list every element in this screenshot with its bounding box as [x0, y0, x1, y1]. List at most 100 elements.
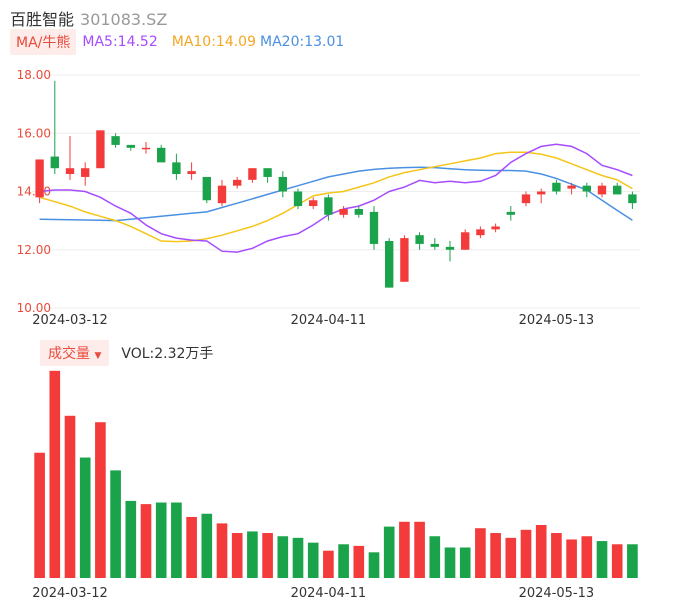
- price-tick-label: 10.00: [17, 301, 51, 315]
- candle-body: [35, 159, 44, 198]
- candle-body: [141, 147, 151, 150]
- ma5-line: [39, 143, 633, 253]
- volume-bar: [201, 513, 213, 578]
- volume-bar: [307, 542, 319, 578]
- date-tick-label: 2024-04-11: [291, 586, 367, 601]
- volume-bar: [34, 452, 45, 578]
- candle-body: [50, 156, 59, 169]
- stock-header: 百胜智能 301083.SZ: [10, 6, 167, 30]
- volume-bar: [505, 537, 517, 578]
- volume-bar: [414, 521, 425, 578]
- candle-body: [293, 191, 303, 207]
- volume-bar: [79, 457, 91, 578]
- volume-bar: [596, 541, 608, 578]
- candle-body: [96, 130, 105, 169]
- volume-bar: [444, 547, 456, 578]
- volume-bar: [338, 544, 349, 578]
- volume-bar: [353, 545, 365, 578]
- stock-name: 百胜智能: [10, 10, 75, 29]
- candle-body: [415, 235, 424, 244]
- ma10-line: [39, 151, 633, 243]
- candle-body: [521, 194, 531, 204]
- candle-body: [339, 208, 348, 215]
- volume-bar: [64, 415, 76, 578]
- volume-bar: [611, 544, 623, 578]
- candle-body: [233, 179, 242, 186]
- volume-bar: [429, 536, 441, 578]
- volume-bar: [383, 526, 395, 578]
- volume-bar: [490, 533, 501, 578]
- candle-body: [172, 162, 181, 175]
- volume-legend: 成交量 ▼ VOL:2.32万手: [40, 340, 213, 366]
- volume-bar: [292, 537, 304, 578]
- volume-bar: [323, 550, 334, 578]
- volume-bar: [231, 533, 243, 578]
- candle-body: [567, 185, 576, 189]
- candle-body: [597, 185, 607, 195]
- candle-body: [552, 182, 561, 192]
- candle-body: [111, 136, 120, 145]
- volume-bar: [171, 502, 182, 578]
- stock-code: 301083.SZ: [80, 10, 168, 29]
- date-tick-label: 2024-03-12: [32, 313, 108, 328]
- date-tick-label: 2024-05-13: [519, 313, 595, 328]
- ma10-label: MA10:14.09: [171, 34, 257, 50]
- volume-bar: [535, 525, 547, 578]
- candle-body: [263, 168, 272, 177]
- volume-bar: [140, 504, 152, 578]
- candle-body: [65, 168, 75, 175]
- ma20-label: MA20:13.01: [260, 34, 345, 50]
- volume-bar: [110, 470, 121, 578]
- volume-bar: [262, 533, 273, 578]
- volume-bar: [627, 544, 638, 578]
- candle-body: [537, 191, 546, 195]
- volume-bar: [520, 529, 532, 578]
- candle-body: [202, 176, 211, 201]
- price-tick-label: 12.00: [17, 243, 51, 257]
- candle-body: [430, 243, 439, 247]
- volume-bar: [459, 547, 471, 578]
- volume-bar: [551, 533, 562, 578]
- candle-body: [461, 232, 470, 250]
- date-tick-label: 2024-05-13: [519, 586, 595, 601]
- ma-legend: MA/牛熊 MA5:14.52 MA10:14.09 MA20:13.01: [10, 29, 345, 55]
- candle-body: [628, 194, 637, 204]
- candle-body: [126, 144, 135, 148]
- volume-tag-label: 成交量: [48, 346, 90, 362]
- candle-body: [248, 168, 257, 180]
- candle-body: [445, 246, 455, 250]
- candle-body: [157, 147, 166, 163]
- candle-body: [278, 176, 287, 192]
- volume-bar: [247, 531, 258, 578]
- volume-bar: [216, 523, 228, 578]
- candle-body: [491, 226, 500, 230]
- price-tick-label: 16.00: [17, 126, 51, 140]
- volume-value: VOL:2.32万手: [121, 346, 214, 362]
- candle-body: [613, 185, 622, 195]
- candle-body: [582, 185, 591, 192]
- volume-indicator-select[interactable]: 成交量 ▼: [40, 340, 110, 366]
- volume-bar: [399, 521, 410, 578]
- volume-bar: [475, 528, 486, 578]
- volume-bar: [186, 516, 197, 578]
- candle-body: [217, 185, 227, 204]
- ma-toggle-button[interactable]: MA/牛熊: [10, 29, 77, 55]
- date-tick-label: 2024-03-12: [32, 586, 108, 601]
- candle-body: [324, 197, 333, 215]
- volume-bar: [125, 500, 137, 578]
- volume-bar: [155, 502, 167, 578]
- candle-body: [400, 238, 409, 282]
- candle-body: [354, 208, 363, 215]
- volume-bar: [49, 370, 61, 578]
- volume-bar: [95, 422, 106, 578]
- candle-body: [476, 229, 485, 236]
- date-tick-label: 2024-04-11: [291, 313, 367, 328]
- candle-body: [369, 211, 379, 244]
- ma5-label: MA5:14.52: [82, 34, 158, 50]
- candle-body: [309, 200, 318, 207]
- volume-bar: [581, 536, 593, 578]
- candle-body: [506, 211, 515, 215]
- volume-bar: [368, 552, 380, 578]
- candle-body: [81, 168, 90, 177]
- volume-bar: [277, 536, 289, 578]
